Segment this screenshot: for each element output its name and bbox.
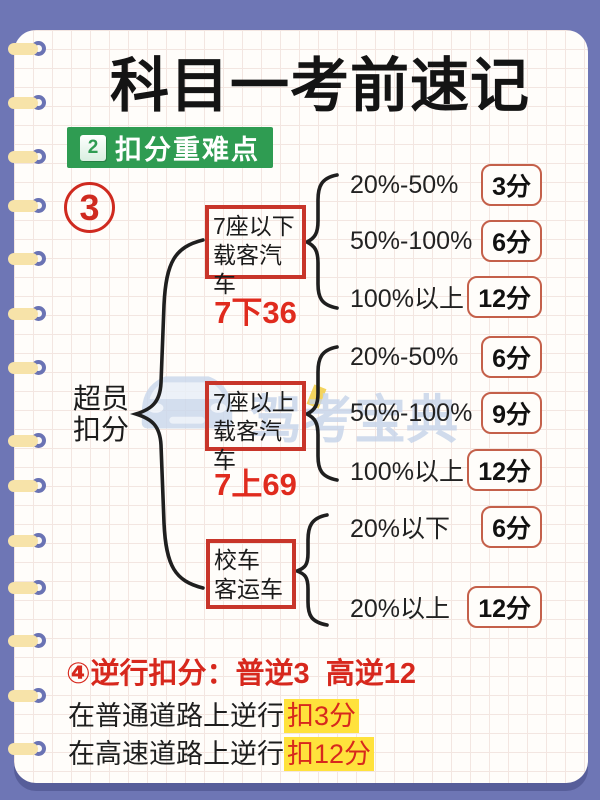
vehicle-box-under-7-seats: 7座以下 载客汽车	[205, 205, 306, 297]
score-badge: 6分	[481, 220, 542, 262]
binding-hole	[8, 362, 38, 374]
wrong-way-prefix: 在高速道路上逆行	[68, 739, 284, 769]
page-title: 科目一考前速记	[109, 53, 530, 119]
score-badge: 12分	[467, 276, 542, 318]
overload-range: 20%以上	[350, 595, 451, 623]
wrong-way-line: 在高速道路上逆行 扣12分	[68, 732, 375, 771]
binding-hole	[8, 690, 38, 702]
deduction-row: 50%-100% 6分	[350, 220, 542, 262]
score-badge: 12分	[467, 449, 542, 491]
highlighted-score: 扣3分	[284, 699, 360, 733]
overload-range: 50%-100%	[350, 226, 473, 255]
mnemonic-over-7: 7上69	[214, 467, 297, 502]
box-line2: 载客汽车	[213, 417, 282, 473]
binding-hole	[8, 308, 38, 320]
overload-range: 100%以上	[350, 285, 464, 313]
deduction-row: 20%以下 6分	[350, 506, 542, 548]
section-badge: 2 扣分重难点	[67, 127, 273, 168]
score-badge: 6分	[481, 336, 542, 378]
binding-hole	[8, 43, 38, 55]
binding-hole	[8, 253, 38, 265]
tree-root-label: 超员 扣分	[73, 383, 129, 446]
wrong-way-heading: ④逆行扣分：普逆3 高逆12	[66, 658, 417, 690]
binding-hole	[8, 635, 38, 647]
overload-range: 50%-100%	[350, 398, 473, 427]
deduction-row: 100%以上 12分	[350, 276, 542, 318]
deduction-row: 20%-50% 3分	[350, 164, 542, 206]
box-line2: 载客汽车	[213, 241, 282, 297]
binding-hole	[8, 200, 38, 212]
overload-range: 20%-50%	[350, 342, 459, 371]
deduction-row: 100%以上 12分	[350, 449, 542, 491]
vehicle-box-school-bus: 校车 客运车	[206, 539, 296, 609]
binding-hole	[8, 535, 38, 547]
mnemonic-under-7: 7下36	[214, 295, 297, 330]
vehicle-box-over-7-seats: 7座以上 载客汽车	[205, 381, 306, 473]
binding-hole	[8, 582, 38, 594]
section-badge-label: 扣分重难点	[115, 135, 260, 165]
score-badge: 3分	[481, 164, 542, 206]
overload-range: 20%-50%	[350, 170, 459, 199]
root-line1: 超员	[73, 383, 130, 414]
highlighted-score: 扣12分	[284, 737, 375, 771]
deduction-row: 20%-50% 6分	[350, 336, 542, 378]
watermark-text: 驾考宝典	[250, 392, 459, 450]
deduction-row: 50%-100% 9分	[350, 392, 542, 434]
box-line1: 7座以下	[213, 213, 295, 239]
score-badge: 12分	[467, 586, 542, 628]
root-line2: 扣分	[73, 414, 130, 446]
binding-hole	[8, 151, 38, 163]
score-badge: 6分	[481, 506, 542, 548]
binding-hole	[8, 743, 38, 755]
score-badge: 9分	[481, 392, 542, 434]
circled-number-3: 3	[64, 182, 115, 233]
binding-hole	[8, 480, 38, 492]
binding-hole	[8, 97, 38, 109]
overload-range: 20%以下	[350, 515, 451, 543]
wrong-way-line: 在普通道路上逆行 扣3分	[68, 694, 360, 733]
overload-range: 100%以上	[350, 458, 464, 486]
deduction-row: 20%以上 12分	[350, 586, 542, 628]
box-line2: 客运车	[214, 575, 283, 602]
box-line1: 校车	[214, 547, 260, 573]
box-line1: 7座以上	[213, 389, 295, 415]
binding-hole	[8, 435, 38, 447]
section-badge-number: 2	[80, 134, 106, 161]
wrong-way-prefix: 在普通道路上逆行	[68, 701, 284, 731]
